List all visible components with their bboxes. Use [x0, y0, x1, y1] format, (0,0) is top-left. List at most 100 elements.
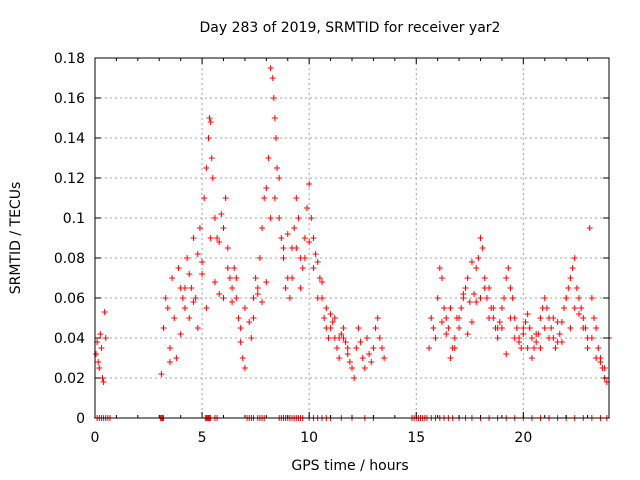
data-point	[276, 175, 283, 181]
data-point	[513, 325, 520, 331]
data-point	[374, 315, 381, 321]
data-point	[267, 65, 274, 71]
data-point	[252, 275, 259, 281]
data-point	[327, 325, 334, 331]
data-point	[447, 355, 454, 361]
y-tick-labels: 0 0.02 0.04 0.06 0.08 0.1 0.12 0.14 0.16 0.18	[54, 51, 85, 427]
data-point	[263, 185, 270, 191]
data-point	[381, 355, 388, 361]
data-point	[261, 195, 268, 201]
data-point	[344, 345, 351, 351]
data-point	[426, 345, 433, 351]
data-point	[237, 325, 244, 331]
data-point	[580, 315, 587, 321]
data-point	[259, 225, 266, 231]
data-point	[524, 345, 531, 351]
data-point	[271, 115, 278, 121]
data-point	[464, 275, 471, 281]
data-point	[479, 245, 486, 251]
x-tick-label: 15	[407, 430, 425, 446]
data-point	[451, 345, 458, 351]
data-point	[93, 351, 100, 357]
data-point	[518, 345, 525, 351]
plot-frame	[94, 57, 610, 419]
data-point	[284, 231, 291, 237]
data-point	[436, 265, 443, 271]
data-point	[558, 339, 565, 345]
data-point	[578, 305, 585, 311]
data-point	[507, 285, 514, 291]
data-point	[541, 295, 548, 301]
data-point	[342, 339, 349, 345]
data-point	[441, 305, 448, 311]
data-point	[546, 335, 553, 341]
data-point	[291, 225, 298, 231]
data-point	[102, 335, 109, 341]
data-point	[171, 315, 178, 321]
data-point	[428, 315, 435, 321]
data-point	[503, 275, 510, 281]
data-point	[233, 275, 240, 281]
x-tick-label: 5	[198, 430, 207, 446]
data-point	[445, 325, 452, 331]
y-tick-label: 0.12	[54, 171, 85, 187]
data-point	[524, 311, 531, 317]
data-point	[188, 285, 195, 291]
data-point	[301, 255, 308, 261]
data-point	[226, 275, 233, 281]
data-point	[166, 345, 173, 351]
data-point	[272, 135, 279, 141]
data-point	[462, 285, 469, 291]
data-point	[207, 235, 214, 241]
data-point	[308, 215, 315, 221]
data-point	[289, 275, 296, 281]
data-point	[471, 291, 478, 297]
data-point	[177, 331, 184, 337]
data-point	[537, 315, 544, 321]
data-point	[233, 295, 240, 301]
y-tick-label: 0.16	[54, 91, 85, 107]
data-point	[473, 299, 480, 305]
y-tick-label: 0.04	[54, 331, 85, 347]
data-point	[164, 305, 171, 311]
data-point	[593, 325, 600, 331]
data-point	[250, 315, 257, 321]
data-point	[241, 305, 248, 311]
data-point	[430, 325, 437, 331]
data-point	[554, 319, 561, 325]
data-points	[93, 65, 612, 421]
data-point	[573, 285, 580, 291]
data-point	[481, 275, 488, 281]
data-point	[241, 365, 248, 371]
data-point	[552, 345, 559, 351]
data-point	[186, 315, 193, 321]
data-point	[501, 295, 508, 301]
data-point	[295, 215, 302, 221]
data-point	[473, 265, 480, 271]
data-point	[314, 295, 321, 301]
data-point	[158, 371, 165, 377]
data-point	[432, 335, 439, 341]
data-point	[248, 335, 255, 341]
data-point	[211, 279, 218, 285]
data-point	[503, 351, 510, 357]
data-point	[259, 299, 266, 305]
data-point	[327, 311, 334, 317]
data-point	[201, 195, 208, 201]
data-point	[276, 215, 283, 221]
data-point	[271, 195, 278, 201]
data-point	[205, 135, 212, 141]
data-point	[293, 245, 300, 251]
data-point	[443, 331, 450, 337]
data-point	[498, 305, 505, 311]
data-point	[543, 305, 550, 311]
data-point	[507, 315, 514, 321]
y-tick-label: 0.08	[54, 251, 85, 267]
data-point	[561, 305, 568, 311]
data-point	[235, 315, 242, 321]
data-point	[297, 285, 304, 291]
data-point	[486, 315, 493, 321]
data-point	[181, 305, 188, 311]
data-point	[526, 325, 533, 331]
data-point	[567, 275, 574, 281]
